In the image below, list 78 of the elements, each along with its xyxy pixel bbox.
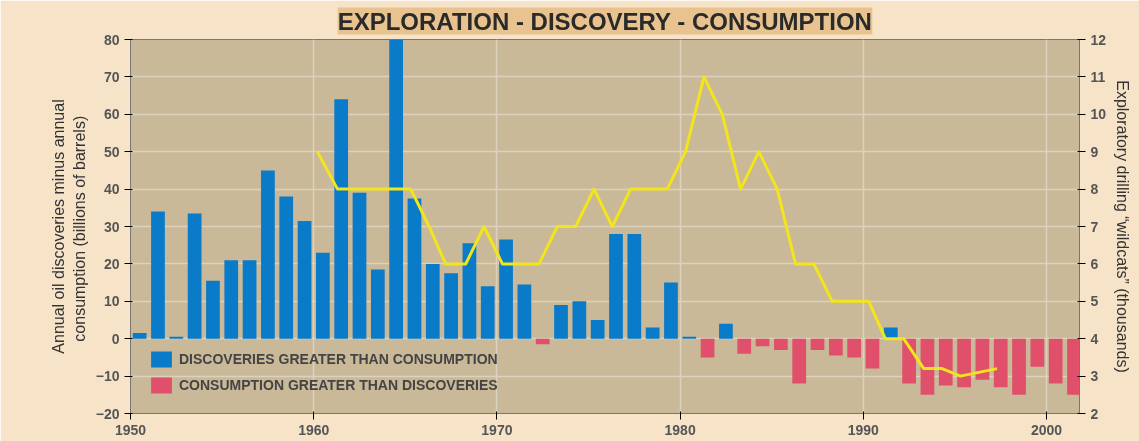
bar [737,338,752,354]
bar [719,323,733,339]
y-tick-label: 20 [103,255,120,272]
bar [334,99,349,339]
bar [957,338,971,388]
y2-tick-label: 5 [1090,293,1099,310]
bar [535,338,550,345]
bar [554,305,568,339]
y2-tick-label: 2 [1090,405,1099,422]
bar [151,211,165,339]
y2-tick-label: 9 [1090,143,1099,160]
bar [499,239,513,339]
y-tick-label: 10 [103,293,120,310]
bar [352,192,367,339]
bar [297,220,312,339]
bar [480,286,495,339]
y2-tick-label: 11 [1090,68,1106,85]
y-tick-label: 70 [103,68,120,85]
x-tick-label: 1980 [664,421,696,438]
y2-tick-label: 4 [1090,330,1099,347]
bar [370,269,385,339]
x-tick-label: 2000 [1030,421,1063,438]
x-tick-label: 1950 [114,421,147,438]
bar [242,260,257,339]
y2-tick-label: 6 [1090,255,1099,272]
bar [938,338,953,386]
bar [590,320,605,339]
y-tick-label: 80 [103,31,120,48]
y2-axis-title: Exploratory drilling “wildcats” (thousands) [1114,80,1132,373]
bar [774,338,788,350]
y-tick-label: −10 [95,368,120,385]
bar [572,301,587,339]
y-tick-label: 30 [103,218,120,235]
y-tick-label: 0 [111,330,120,347]
x-tick-label: 1970 [481,421,513,438]
y2-tick-label: 8 [1090,181,1099,198]
bar [517,284,532,339]
bar [609,233,623,339]
legend-label: CONSUMPTION GREATER THAN DISCOVERIES [179,377,498,393]
y-tick-label: 40 [103,181,120,198]
bar [407,198,422,339]
bar [627,233,642,339]
legend-label: DISCOVERIES GREATER THAN CONSUMPTION [179,351,498,367]
bar [389,39,404,339]
bar [462,243,477,339]
bar [444,273,458,339]
chart-title: EXPLORATION - DISCOVERY - CONSUMPTION [337,7,872,35]
bar [847,338,862,358]
x-tick-label: 1960 [298,421,330,438]
bar [1048,338,1063,384]
y-tick-label: −20 [95,405,120,422]
bar [206,280,220,339]
bar [132,333,147,339]
bar [1067,338,1080,395]
y2-tick-label: 10 [1090,106,1107,123]
y2-tick-label: 12 [1090,31,1107,48]
bar [279,196,294,339]
bar [810,338,825,350]
bar [315,252,330,339]
bar [993,338,1008,388]
bar [425,263,440,339]
y-tick-label: 60 [103,106,120,123]
bar [865,338,880,369]
bar [1030,338,1045,367]
y-tick-label: 50 [103,143,120,160]
bar [224,260,239,339]
y2-tick-label: 7 [1090,218,1099,235]
bar [828,338,843,356]
bar [664,282,678,339]
bar [700,338,715,358]
x-tick-label: 1990 [847,421,880,438]
bar [1012,338,1026,395]
bar [261,170,275,339]
y-axis-title: Annual oil discoveries minus annual consumption (billions of barrels) [50,99,88,354]
bar [645,327,660,339]
bar [792,338,807,384]
bar [187,213,202,339]
y2-tick-label: 3 [1090,368,1099,385]
